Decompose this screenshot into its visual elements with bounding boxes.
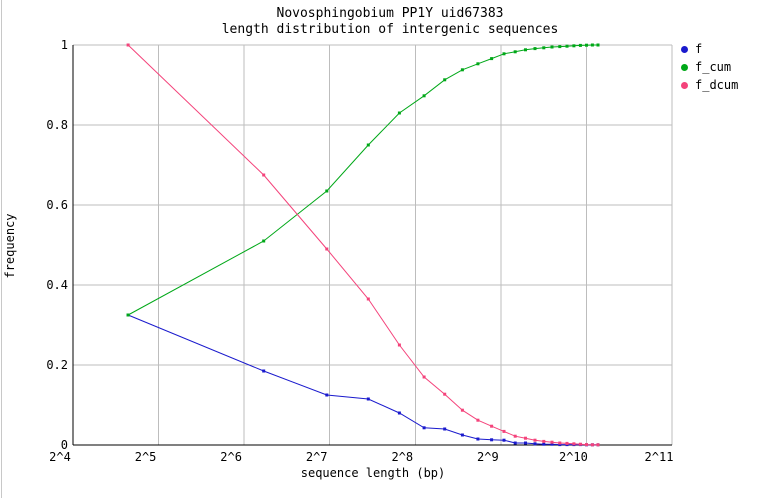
series-f_dcum-point <box>585 443 588 447</box>
series-f_dcum-point <box>524 436 527 440</box>
x-tick-label: 2^5 <box>135 450 157 464</box>
series-f_dcum-point <box>590 443 594 447</box>
series-f_cum-point <box>460 68 464 72</box>
series-f-point <box>422 426 426 430</box>
series-f_cum-point <box>262 239 266 243</box>
window-edge-line <box>1 0 2 498</box>
series-f-point <box>490 438 494 442</box>
series-f_dcum-point <box>558 441 562 445</box>
series-f_dcum-point <box>325 247 329 251</box>
series-f_dcum-point <box>565 441 569 445</box>
series-f_dcum-point <box>476 418 480 422</box>
series-f_cum-point <box>585 43 588 47</box>
x-axis-title: sequence length (bp) <box>300 466 446 480</box>
series-f_cum-point <box>558 45 562 49</box>
series-f_cum-point <box>325 189 329 193</box>
series-f_cum-point <box>513 50 517 54</box>
series-f_cum-point <box>443 78 447 82</box>
series-f_cum-point <box>565 44 569 48</box>
f-series-marker-icon <box>681 45 688 53</box>
y-tick-label: 0.4 <box>46 278 68 292</box>
series-f_dcum-point <box>262 173 266 177</box>
x-tick-label: 2^11 <box>645 450 674 464</box>
series-f-point <box>533 442 537 446</box>
series-f_dcum-line <box>127 44 598 446</box>
series-f_dcum-point <box>397 343 401 347</box>
legend-label-f: f <box>695 42 703 56</box>
legend-label-f-dcum: f_dcum <box>695 78 739 92</box>
legend: f f_cum f_dcum <box>681 40 738 94</box>
series-f_dcum-point <box>126 43 130 47</box>
series-f_dcum-point <box>366 297 370 301</box>
series-f-point <box>262 369 266 373</box>
legend-label-f-cum: f_cum <box>695 60 732 74</box>
series-f_dcum-point <box>542 439 546 443</box>
x-tick-label: 2^7 <box>306 450 328 464</box>
series-f_cum-point <box>578 43 582 47</box>
series-f-point <box>476 437 480 441</box>
series-f-point <box>366 397 370 401</box>
series-f-point <box>513 441 517 445</box>
series-f-point <box>542 442 546 446</box>
x-tick-label: 2^6 <box>220 450 242 464</box>
series-f-point <box>443 427 447 431</box>
chart-subtitle: length distribution of intergenic sequen… <box>221 22 559 37</box>
series-f_cum-point <box>524 48 527 52</box>
chart-title: Novosphingobium PP1Y uid67383 <box>276 6 504 21</box>
series-f-point <box>550 442 554 446</box>
x-tick-label: 2^8 <box>391 450 413 464</box>
series-f_dcum-point <box>502 429 506 433</box>
series-f_cum-point <box>476 62 480 66</box>
series-f_dcum-point <box>578 442 582 446</box>
series-f_dcum-point <box>550 440 554 444</box>
series-f_dcum-point <box>572 442 576 446</box>
x-tick-label: 2^4 <box>49 450 71 464</box>
legend-item-f-dcum: f_dcum <box>681 76 738 94</box>
series-f_cum-point <box>542 46 546 50</box>
y-tick-label: 0.6 <box>46 198 68 212</box>
series-f-point <box>325 393 329 397</box>
f-dcum-series-marker-icon <box>681 81 688 89</box>
series-f_dcum-point <box>513 434 517 438</box>
legend-item-f: f <box>681 40 738 58</box>
series-f_cum-point <box>502 52 506 56</box>
series-f_dcum-point <box>443 392 447 396</box>
series-f_cum-point <box>422 94 426 98</box>
series-f_cum-point <box>596 43 600 47</box>
series-f_dcum-point <box>533 438 537 442</box>
series-f-point <box>397 411 401 415</box>
series-f_cum-point <box>590 43 594 47</box>
series-f_cum-point <box>366 143 370 147</box>
y-tick-label: 1 <box>61 38 68 52</box>
series-f_dcum-point <box>596 443 600 447</box>
series-f_dcum-point <box>422 375 426 379</box>
series-f_cum-line <box>127 44 598 316</box>
y-tick-label: 0.2 <box>46 358 68 372</box>
series-f_cum-point <box>533 47 537 51</box>
legend-item-f-cum: f_cum <box>681 58 738 76</box>
series-f-point <box>558 443 562 447</box>
series-f_cum-point <box>490 57 494 61</box>
series-f_cum-point <box>126 313 130 317</box>
series-f-point <box>460 433 464 437</box>
series-f_dcum-point <box>490 424 494 428</box>
series-f_dcum-point <box>460 408 464 412</box>
x-tick-label: 2^9 <box>477 450 499 464</box>
series-f_cum-point <box>550 45 554 49</box>
series-f-point <box>502 438 506 442</box>
series-f_cum-point <box>397 111 401 115</box>
series-f-line <box>127 314 598 446</box>
series-f_cum-point <box>572 44 576 48</box>
x-tick-label: 2^10 <box>559 450 588 464</box>
f-cum-series-marker-icon <box>681 63 688 71</box>
y-tick-label: 0.8 <box>46 118 68 132</box>
y-tick-label: 0 <box>61 438 68 452</box>
series-f-point <box>524 441 527 445</box>
